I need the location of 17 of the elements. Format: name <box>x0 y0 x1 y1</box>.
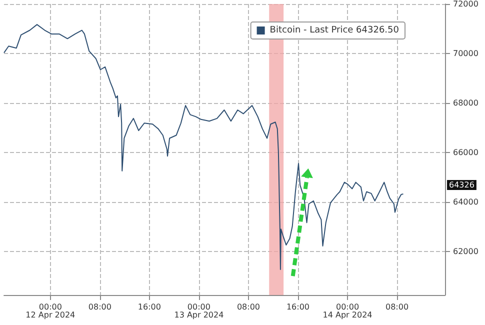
x-tick-label: 00:00 13 Apr 2024 <box>174 302 224 320</box>
y-tick-label: 62000 <box>453 247 478 256</box>
x-tick-label: 16:00 <box>138 302 161 312</box>
y-tick-label: 72000 <box>453 0 478 8</box>
x-tick-label: 16:00 <box>286 302 310 312</box>
x-tick-label: 08:00 <box>88 302 112 312</box>
line-series <box>4 24 404 270</box>
y-tick-label: 70000 <box>453 49 478 58</box>
y-tick-label: 64000 <box>453 198 478 207</box>
y-tick-label: 68000 <box>453 98 478 108</box>
text: 64326 <box>449 180 474 190</box>
y-tick-label: 66000 <box>453 148 478 158</box>
x-tick-label: 00:00 12 Apr 2024 <box>26 302 76 320</box>
x-tick-label: 08:00 <box>386 302 409 312</box>
x-tick-label: 08:00 <box>236 302 260 312</box>
legend-label: Bitcoin - Last Price 64326.50 <box>270 26 400 36</box>
x-tick-label: 00:00 14 Apr 2024 <box>322 302 372 320</box>
